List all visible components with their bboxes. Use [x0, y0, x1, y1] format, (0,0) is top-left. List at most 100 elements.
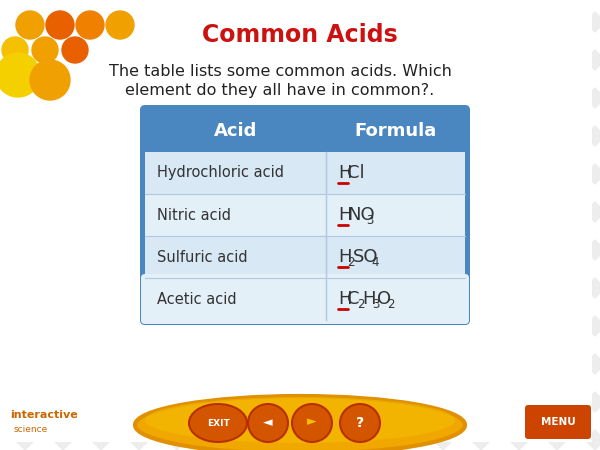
- Polygon shape: [508, 87, 530, 109]
- Polygon shape: [166, 163, 188, 185]
- Text: Acid: Acid: [214, 122, 257, 140]
- Polygon shape: [432, 163, 454, 185]
- Polygon shape: [318, 11, 340, 33]
- Polygon shape: [280, 277, 302, 299]
- Polygon shape: [145, 194, 465, 236]
- Circle shape: [106, 11, 134, 39]
- Polygon shape: [584, 163, 600, 185]
- Polygon shape: [584, 239, 600, 261]
- Polygon shape: [166, 391, 188, 413]
- Polygon shape: [508, 49, 530, 71]
- Polygon shape: [128, 163, 150, 185]
- Polygon shape: [204, 391, 226, 413]
- Polygon shape: [166, 315, 188, 337]
- Polygon shape: [470, 125, 492, 147]
- Polygon shape: [584, 87, 600, 109]
- Polygon shape: [318, 315, 340, 337]
- Circle shape: [30, 60, 70, 100]
- Text: Acetic acid: Acetic acid: [157, 292, 236, 306]
- Polygon shape: [432, 201, 454, 223]
- Polygon shape: [90, 315, 112, 337]
- Polygon shape: [280, 163, 302, 185]
- Polygon shape: [14, 11, 36, 33]
- Polygon shape: [356, 391, 378, 413]
- Polygon shape: [318, 87, 340, 109]
- Polygon shape: [280, 353, 302, 375]
- Polygon shape: [14, 163, 36, 185]
- Polygon shape: [166, 87, 188, 109]
- Polygon shape: [318, 201, 340, 223]
- Polygon shape: [52, 315, 74, 337]
- Polygon shape: [90, 277, 112, 299]
- Polygon shape: [508, 125, 530, 147]
- Text: Hydrochloric acid: Hydrochloric acid: [157, 166, 284, 180]
- Text: C: C: [347, 290, 360, 308]
- Polygon shape: [166, 277, 188, 299]
- Text: O: O: [377, 290, 391, 308]
- Polygon shape: [166, 11, 188, 33]
- Polygon shape: [470, 11, 492, 33]
- Polygon shape: [14, 353, 36, 375]
- Polygon shape: [90, 163, 112, 185]
- Ellipse shape: [248, 404, 288, 442]
- Polygon shape: [394, 125, 416, 147]
- Circle shape: [62, 37, 88, 63]
- Polygon shape: [470, 87, 492, 109]
- Circle shape: [46, 11, 74, 39]
- Polygon shape: [90, 391, 112, 413]
- Polygon shape: [242, 125, 264, 147]
- Polygon shape: [52, 87, 74, 109]
- Polygon shape: [432, 87, 454, 109]
- Polygon shape: [280, 315, 302, 337]
- Text: Sulfuric acid: Sulfuric acid: [157, 249, 248, 265]
- Polygon shape: [280, 429, 302, 450]
- Polygon shape: [432, 277, 454, 299]
- Polygon shape: [318, 391, 340, 413]
- Polygon shape: [318, 429, 340, 450]
- Ellipse shape: [135, 396, 465, 450]
- Polygon shape: [90, 125, 112, 147]
- Polygon shape: [432, 429, 454, 450]
- Polygon shape: [128, 87, 150, 109]
- Polygon shape: [52, 125, 74, 147]
- Polygon shape: [280, 11, 302, 33]
- Circle shape: [76, 11, 104, 39]
- Polygon shape: [204, 87, 226, 109]
- Polygon shape: [318, 239, 340, 261]
- Text: H: H: [338, 164, 351, 182]
- Polygon shape: [280, 125, 302, 147]
- Polygon shape: [90, 87, 112, 109]
- Polygon shape: [546, 163, 568, 185]
- Polygon shape: [128, 239, 150, 261]
- Text: The table lists some common acids. Which: The table lists some common acids. Which: [109, 64, 451, 80]
- Polygon shape: [52, 49, 74, 71]
- Polygon shape: [508, 239, 530, 261]
- Polygon shape: [14, 429, 36, 450]
- Polygon shape: [356, 277, 378, 299]
- Polygon shape: [318, 125, 340, 147]
- Polygon shape: [356, 87, 378, 109]
- Polygon shape: [242, 49, 264, 71]
- Polygon shape: [52, 391, 74, 413]
- Polygon shape: [432, 315, 454, 337]
- Polygon shape: [318, 353, 340, 375]
- Ellipse shape: [292, 404, 332, 442]
- Text: EXIT: EXIT: [206, 418, 229, 427]
- Polygon shape: [128, 277, 150, 299]
- Polygon shape: [584, 201, 600, 223]
- Text: ►: ►: [307, 415, 317, 428]
- Polygon shape: [356, 353, 378, 375]
- Polygon shape: [90, 201, 112, 223]
- Polygon shape: [394, 277, 416, 299]
- Polygon shape: [52, 277, 74, 299]
- Polygon shape: [508, 391, 530, 413]
- Circle shape: [0, 53, 40, 97]
- Polygon shape: [242, 353, 264, 375]
- Polygon shape: [204, 353, 226, 375]
- Polygon shape: [356, 49, 378, 71]
- Polygon shape: [356, 239, 378, 261]
- Polygon shape: [204, 49, 226, 71]
- Polygon shape: [52, 11, 74, 33]
- Ellipse shape: [189, 404, 247, 442]
- Polygon shape: [14, 391, 36, 413]
